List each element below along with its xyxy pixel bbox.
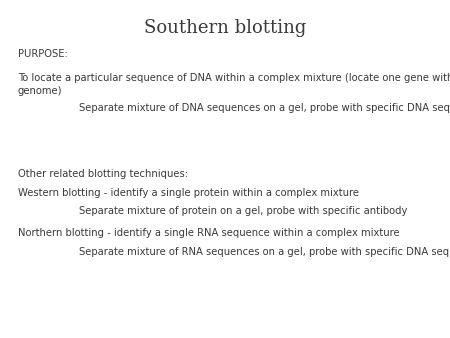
Text: Northern blotting - identify a single RNA sequence within a complex mixture: Northern blotting - identify a single RN…: [18, 228, 400, 238]
Text: Separate mixture of protein on a gel, probe with specific antibody: Separate mixture of protein on a gel, pr…: [79, 206, 407, 216]
Text: Southern blotting: Southern blotting: [144, 19, 306, 37]
Text: To locate a particular sequence of DNA within a complex mixture (locate one gene: To locate a particular sequence of DNA w…: [18, 73, 450, 96]
Text: Other related blotting techniques:: Other related blotting techniques:: [18, 169, 188, 179]
Text: Separate mixture of RNA sequences on a gel, probe with specific DNA sequence (ge: Separate mixture of RNA sequences on a g…: [79, 247, 450, 257]
Text: Western blotting - identify a single protein within a complex mixture: Western blotting - identify a single pro…: [18, 188, 359, 198]
Text: PURPOSE:: PURPOSE:: [18, 49, 68, 59]
Text: Separate mixture of DNA sequences on a gel, probe with specific DNA sequence (ge: Separate mixture of DNA sequences on a g…: [79, 103, 450, 113]
